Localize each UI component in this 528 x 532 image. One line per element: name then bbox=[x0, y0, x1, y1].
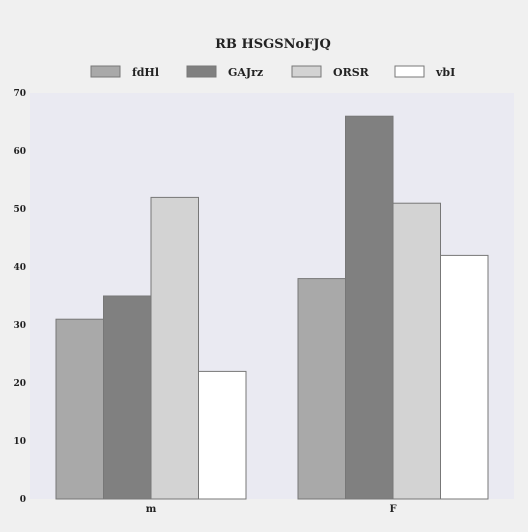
y-tick-label: 70 bbox=[13, 89, 26, 99]
legend: fdHl GAJrz ORSR vbI bbox=[90, 65, 455, 79]
y-tick-label: 50 bbox=[13, 205, 26, 215]
x-tick-label: m bbox=[146, 504, 157, 515]
bar-vbI-m bbox=[198, 370, 247, 500]
legend-swatch-vbI bbox=[394, 65, 425, 78]
y-tick-label: 30 bbox=[13, 321, 26, 331]
legend-swatch-fdHl bbox=[90, 65, 121, 78]
legend-label-fdHl: fdHl bbox=[132, 66, 159, 79]
y-tick-label: 10 bbox=[13, 437, 26, 447]
y-tick-label: 60 bbox=[13, 147, 26, 157]
bar-ORSR-m bbox=[150, 196, 199, 500]
chart-title: RB HSGSNoFJQ bbox=[215, 37, 331, 52]
y-axis: 0 10 20 30 40 50 60 70 bbox=[13, 89, 26, 505]
x-tick-label: F bbox=[389, 504, 396, 515]
legend-label-ORSR: ORSR bbox=[333, 66, 370, 79]
y-tick-label: 20 bbox=[13, 379, 26, 389]
bars-group bbox=[55, 115, 489, 500]
legend-swatch-GAJrz bbox=[186, 65, 217, 78]
bar-GAJrz-F bbox=[345, 115, 394, 500]
bar-fdHl-m bbox=[55, 318, 104, 500]
y-tick-label: 0 bbox=[20, 495, 26, 505]
legend-label-GAJrz: GAJrz bbox=[228, 66, 263, 79]
bar-GAJrz-m bbox=[103, 295, 152, 500]
y-tick-label: 40 bbox=[13, 263, 26, 273]
legend-swatch-ORSR bbox=[291, 65, 322, 78]
bar-vbI-F bbox=[440, 254, 489, 500]
legend-label-vbI: vbI bbox=[435, 66, 455, 79]
bar-ORSR-F bbox=[392, 202, 441, 500]
bar-fdHl-F bbox=[297, 278, 346, 500]
